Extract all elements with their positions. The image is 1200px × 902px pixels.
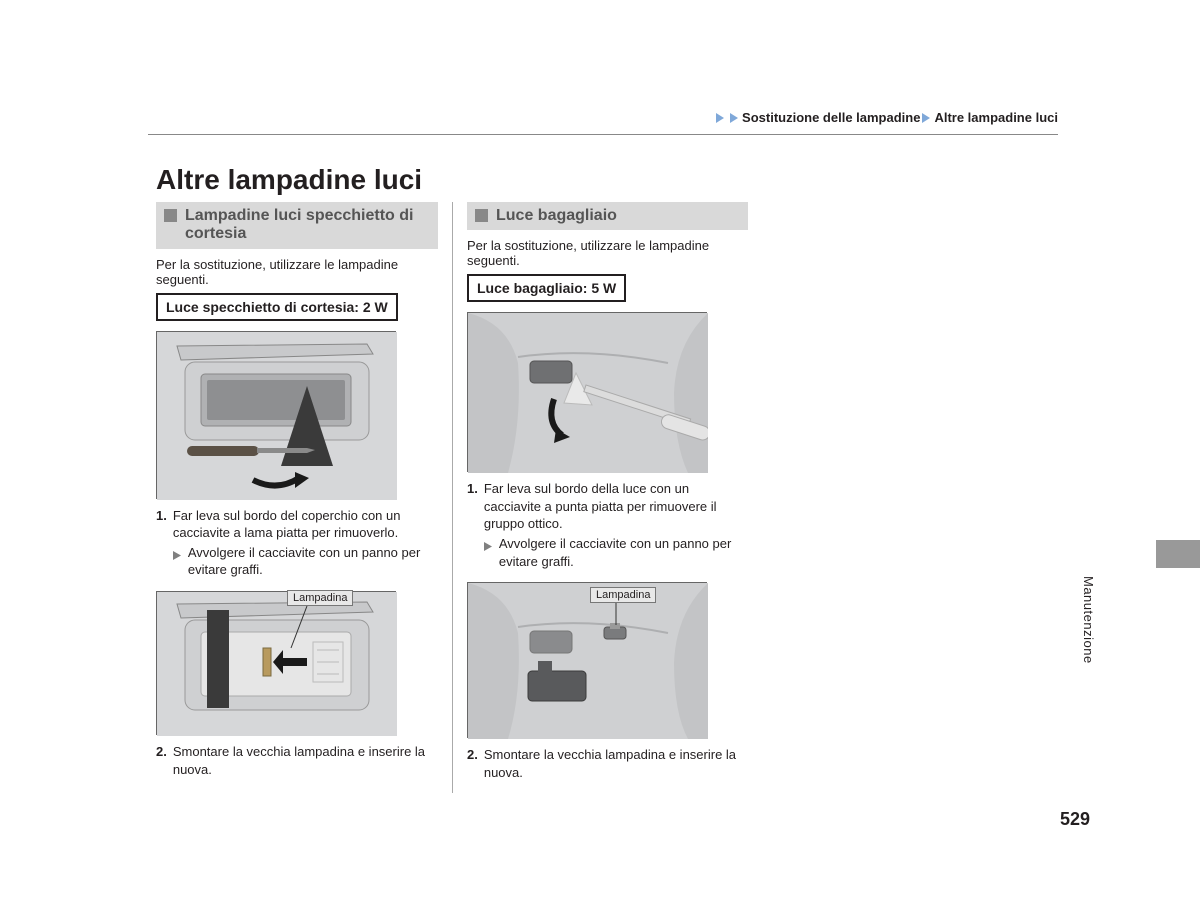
subheading-text: Lampadine luci specchietto di cortesia [185, 207, 430, 244]
section-tab [1156, 540, 1200, 568]
step-text: Smontare la vecchia lampadina e inserire… [484, 746, 748, 781]
step-1: 1. Far leva sul bordo della luce con un … [467, 480, 748, 570]
figure-vanity-bulb: Lampadina [156, 591, 396, 735]
subheading-vanity: Lampadine luci specchietto di cortesia [156, 202, 438, 249]
spec-box: Luce bagagliaio: 5 W [467, 274, 626, 302]
callout-label: Lampadina [287, 590, 353, 606]
spec-box: Luce specchietto di cortesia: 2 W [156, 293, 398, 321]
square-bullet-icon [475, 209, 488, 222]
step-2: 2. Smontare la vecchia lampadina e inser… [156, 743, 438, 778]
section-label: Manutenzione [1081, 576, 1096, 664]
breadcrumb-sep-icon [922, 110, 932, 125]
triangle-bullet-icon [173, 547, 182, 565]
step-subtext: Avvolgere il cacciavite con un panno per… [188, 544, 438, 579]
breadcrumb-sep-icon [730, 110, 740, 125]
step-number: 1. [467, 480, 478, 570]
step-1: 1. Far leva sul bordo del coperchio con … [156, 507, 438, 579]
column-left: Lampadine luci specchietto di cortesia P… [156, 202, 452, 793]
column-right: Luce bagagliaio Per la sostituzione, uti… [452, 202, 762, 793]
columns: Lampadine luci specchietto di cortesia P… [156, 202, 762, 793]
breadcrumb-item: Sostituzione delle lampadine [742, 110, 920, 125]
intro-text: Per la sostituzione, utilizzare le lampa… [467, 238, 748, 268]
subheading-cargo: Luce bagagliaio [467, 202, 748, 230]
intro-text: Per la sostituzione, utilizzare le lampa… [156, 257, 438, 287]
header-rule [148, 134, 1058, 135]
step-number: 2. [156, 743, 167, 778]
breadcrumb: Sostituzione delle lampadine Altre lampa… [714, 110, 1058, 125]
square-bullet-icon [164, 209, 177, 222]
step-number: 2. [467, 746, 478, 781]
figure-trunk-bulb: Lampadina [467, 582, 707, 738]
subheading-text: Luce bagagliaio [496, 207, 617, 225]
breadcrumb-sep-icon [716, 110, 726, 125]
page-number: 529 [1060, 809, 1090, 830]
page-title: Altre lampadine luci [156, 164, 422, 196]
step-text: Far leva sul bordo della luce con un cac… [484, 480, 748, 570]
step-subtext: Avvolgere il cacciavite con un panno per… [499, 535, 748, 570]
step-text: Far leva sul bordo del coperchio con un … [173, 507, 438, 579]
step-2: 2. Smontare la vecchia lampadina e inser… [467, 746, 748, 781]
step-text: Smontare la vecchia lampadina e inserire… [173, 743, 438, 778]
figure-vanity-remove-cover [156, 331, 396, 499]
callout-label: Lampadina [590, 587, 656, 603]
triangle-bullet-icon [484, 538, 493, 556]
step-number: 1. [156, 507, 167, 579]
figure-trunk-remove-lens [467, 312, 707, 472]
breadcrumb-item: Altre lampadine luci [934, 110, 1058, 125]
